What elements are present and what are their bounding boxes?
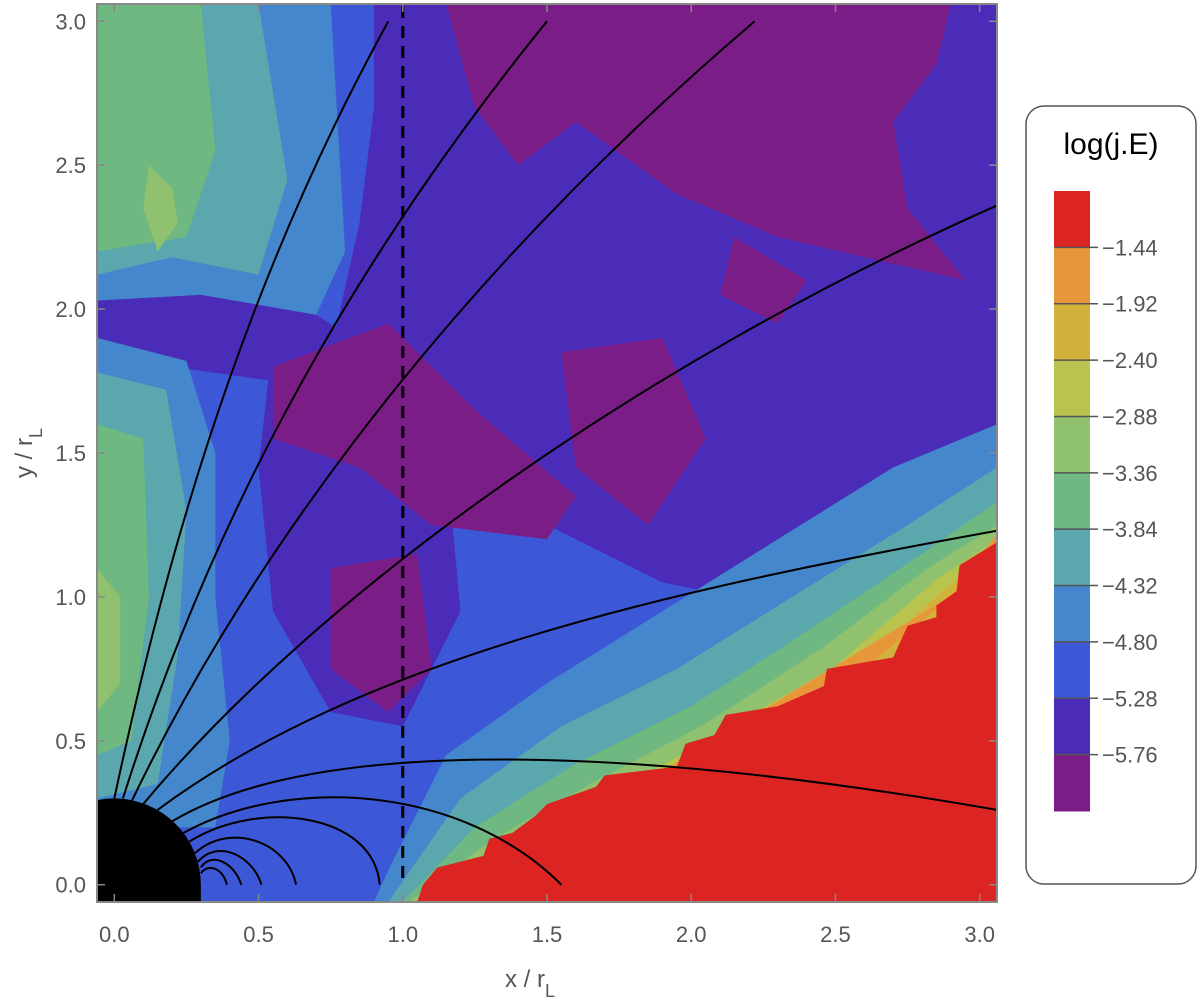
colorbar-band xyxy=(1054,754,1090,812)
y-tick-label: 3.0 xyxy=(55,9,86,34)
field-line xyxy=(194,836,298,885)
field-line xyxy=(183,796,563,886)
colorbar-tick-label: −3.84 xyxy=(1102,517,1158,542)
colorbar-tick-label: −2.88 xyxy=(1102,404,1158,429)
colorbar-band xyxy=(1054,416,1090,474)
field-line xyxy=(197,850,263,886)
x-tick-label: 1.5 xyxy=(532,922,563,947)
y-axis-label: y / rL xyxy=(11,428,46,478)
field-line xyxy=(171,758,997,823)
colorbar-tick-label: −2.40 xyxy=(1102,348,1158,373)
field-line xyxy=(122,20,548,799)
star-body xyxy=(97,798,201,902)
colorbar-band xyxy=(1054,360,1090,417)
heatmap-zone xyxy=(330,553,432,712)
y-tick-label: 2.5 xyxy=(55,153,86,178)
heatmap-zone xyxy=(561,337,706,525)
field-line xyxy=(130,20,756,802)
field-lines xyxy=(113,20,997,886)
colorbar-band xyxy=(1054,641,1090,699)
heatmap-zones xyxy=(97,4,997,902)
colorbar-band xyxy=(1054,191,1090,248)
colorbar-tick-label: −4.32 xyxy=(1102,574,1158,599)
x-axis-label: x / rL xyxy=(505,966,555,998)
colorbar-tick-label: −1.92 xyxy=(1102,292,1158,317)
heatmap-zone xyxy=(720,237,807,324)
field-line xyxy=(142,204,997,805)
colorbar-band xyxy=(1054,529,1090,587)
colorbar-band xyxy=(1054,303,1090,361)
y-axis: 0.0 0.5 1.0 1.5 2.0 2.5 3.0 xyxy=(55,9,997,898)
field-line xyxy=(200,858,243,886)
y-tick-label: 0.0 xyxy=(55,873,86,898)
y-tick-label: 1.5 xyxy=(55,441,86,466)
heatmap-zone xyxy=(417,542,997,902)
colorbar-labels: −1.44 −1.92 −2.40 −2.88 −3.36 −3.84 −4.32 −4.80… xyxy=(1054,235,1158,768)
colorbar-bands xyxy=(1054,191,1090,812)
heatmap-zone xyxy=(446,4,966,281)
x-axis: 0.0 0.5 1.0 1.5 2.0 2.5 3.0 xyxy=(99,4,995,947)
x-tick-label: 2.0 xyxy=(676,922,707,947)
field-line xyxy=(113,20,390,799)
field-line xyxy=(200,867,228,885)
y-tick-label: 0.5 xyxy=(55,729,86,754)
colorbar-tick-label: −3.36 xyxy=(1102,461,1158,486)
y-tick-label: 2.0 xyxy=(55,297,86,322)
field-line xyxy=(156,529,997,811)
colorbar-tick-label: −5.28 xyxy=(1102,686,1158,711)
heatmap-zone xyxy=(97,568,121,712)
x-tick-label: 0.0 xyxy=(99,922,130,947)
heatmap-zone xyxy=(143,165,178,252)
colorbar-band xyxy=(1054,472,1090,530)
colorbar-band xyxy=(1054,585,1090,643)
colorbar-tick-label: −5.76 xyxy=(1102,743,1158,768)
y-tick-label: 1.0 xyxy=(55,585,86,610)
colorbar-tick-label: −1.44 xyxy=(1102,235,1158,260)
x-tick-label: 3.0 xyxy=(964,922,995,947)
colorbar-title: log(j.E) xyxy=(1063,128,1158,161)
colorbar-band xyxy=(1054,247,1090,305)
heatmap-zone xyxy=(97,4,216,252)
colorbar-legend: log(j.E) −1.44−1.92−2.40−2.88−3.36−3.84−… xyxy=(1025,105,1197,885)
x-tick-label: 1.0 xyxy=(387,922,418,947)
x-tick-label: 0.5 xyxy=(243,922,274,947)
field-line xyxy=(188,816,381,885)
x-tick-label: 2.5 xyxy=(820,922,851,947)
colorbar-band xyxy=(1054,698,1090,756)
colorbar-tick-label: −4.80 xyxy=(1102,630,1158,655)
heatmap-zone xyxy=(402,501,997,902)
